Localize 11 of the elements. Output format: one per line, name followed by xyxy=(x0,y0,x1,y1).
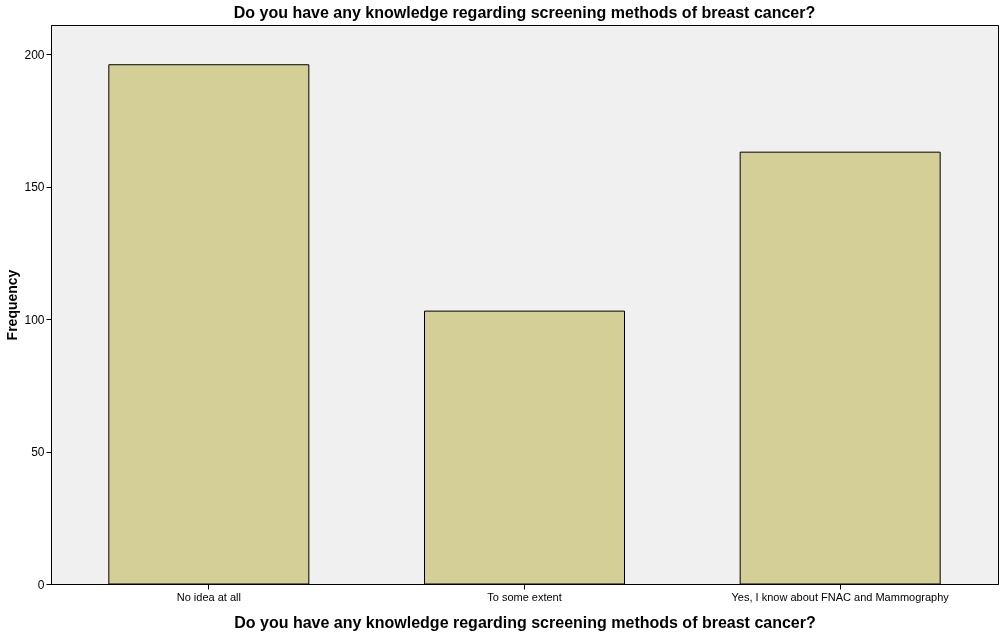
x-tick-label: To some extent xyxy=(487,590,562,603)
y-tick-label: 150 xyxy=(24,180,45,195)
x-tick-label: Yes, I know about FNAC and Mammography xyxy=(731,590,950,603)
y-tick-label: 100 xyxy=(24,312,45,327)
chart-title: Do you have any knowledge regarding screening methods of breast cancer? xyxy=(233,4,816,21)
x-tick-label: No idea at all xyxy=(176,590,241,603)
y-axis-title: Frequency xyxy=(4,269,21,341)
y-tick-label: 200 xyxy=(24,47,45,62)
y-tick-label: 50 xyxy=(31,445,45,460)
x-axis-title: Do you have any knowledge regarding screening methods of breast cancer? xyxy=(234,613,816,631)
y-tick-label: 0 xyxy=(37,577,45,592)
